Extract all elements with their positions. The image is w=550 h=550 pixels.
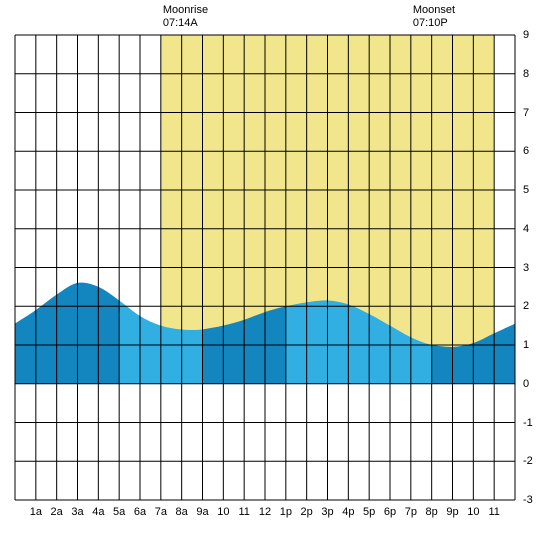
y-tick: 2 xyxy=(523,300,529,312)
y-tick: -2 xyxy=(523,455,533,467)
x-tick: 6a xyxy=(134,506,146,518)
x-tick: 2p xyxy=(301,506,313,518)
x-tick: 10 xyxy=(217,506,229,518)
y-tick: 7 xyxy=(523,107,529,119)
x-tick: 10 xyxy=(467,506,479,518)
y-tick: -1 xyxy=(523,417,533,429)
x-tick: 6p xyxy=(384,506,396,518)
y-tick: 3 xyxy=(523,262,529,274)
y-tick: 6 xyxy=(523,145,529,157)
x-tick: 11 xyxy=(238,506,249,518)
y-tick: 0 xyxy=(523,378,529,390)
x-tick: 12 xyxy=(259,506,271,518)
x-tick: 4p xyxy=(342,506,354,518)
x-tick: 8p xyxy=(426,506,438,518)
y-tick: 5 xyxy=(523,184,529,196)
y-tick: 1 xyxy=(523,339,529,351)
x-tick: 3a xyxy=(71,506,83,518)
x-tick: 5p xyxy=(363,506,375,518)
x-tick: 7p xyxy=(405,506,417,518)
x-tick: 9p xyxy=(446,506,458,518)
x-tick: 4a xyxy=(92,506,104,518)
x-tick: 3p xyxy=(321,506,333,518)
x-tick: 2a xyxy=(51,506,63,518)
x-tick: 1p xyxy=(280,506,292,518)
annotation-moonrise: Moonrise07:14A xyxy=(163,4,208,30)
tide-chart: Moonrise07:14A Moonset07:10P 1a 2a 3a 4a 5a 6a 7… xyxy=(0,0,550,550)
y-tick: 4 xyxy=(523,223,529,235)
y-tick: -3 xyxy=(523,494,533,506)
chart-svg xyxy=(0,0,550,550)
annotation-moonset: Moonset07:10P xyxy=(413,4,455,30)
x-tick: 9a xyxy=(196,506,208,518)
x-tick: 11 xyxy=(488,506,499,518)
x-tick: 5a xyxy=(113,506,125,518)
x-tick: 8a xyxy=(176,506,188,518)
y-tick: 8 xyxy=(523,68,529,80)
x-tick: 1a xyxy=(30,506,42,518)
x-tick: 7a xyxy=(155,506,167,518)
y-tick: 9 xyxy=(523,29,529,41)
